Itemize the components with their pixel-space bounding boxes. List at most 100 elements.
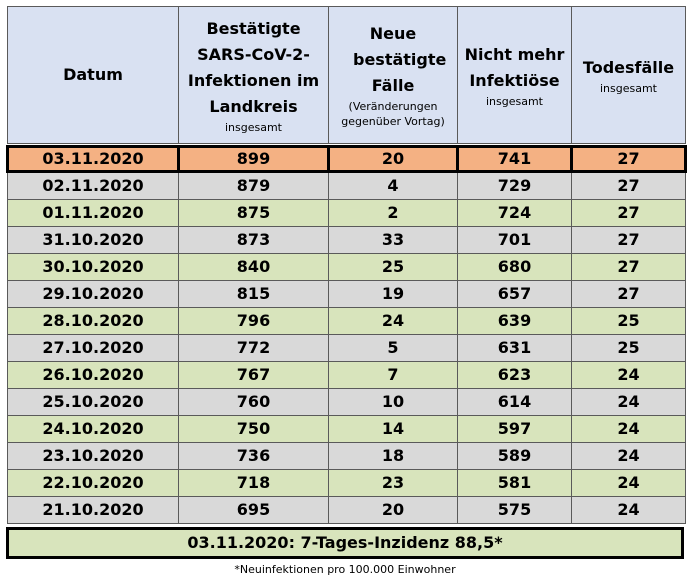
- cell-recovered: 631: [457, 334, 572, 362]
- cell-date: 28.10.2020: [7, 307, 179, 335]
- table-row: 29.10.2020 815 19 657 27: [7, 280, 686, 308]
- cell-new-cases: 24: [328, 307, 458, 335]
- cell-date: 27.10.2020: [7, 334, 179, 362]
- cell-new-cases: 23: [328, 469, 458, 497]
- cell-new-cases: 19: [328, 280, 458, 308]
- header-date: Datum: [7, 6, 179, 144]
- header-recovered-label: Nicht mehr Infektiöse: [464, 44, 565, 90]
- cell-date: 30.10.2020: [7, 253, 179, 281]
- cell-recovered: 581: [457, 469, 572, 497]
- cell-deaths: 27: [571, 253, 686, 281]
- cell-deaths: 24: [571, 469, 686, 497]
- cell-recovered: 724: [457, 199, 572, 227]
- header-row: Datum Bestätigte SARS-CoV-2-Infektionen …: [7, 6, 686, 144]
- table-row: 02.11.2020 879 4 729 27: [7, 171, 686, 200]
- cell-date: 25.10.2020: [7, 388, 179, 416]
- header-deaths: Todesfälle insgesamt: [571, 6, 686, 144]
- cell-deaths: 27: [571, 199, 686, 227]
- covid-table: Datum Bestätigte SARS-CoV-2-Infektionen …: [6, 6, 687, 524]
- cell-new-cases: 18: [328, 442, 458, 470]
- cell-date: 21.10.2020: [7, 496, 179, 524]
- cell-deaths: 27: [570, 145, 687, 173]
- covid-stats-sheet: Datum Bestätigte SARS-CoV-2-Infektionen …: [6, 6, 687, 578]
- cell-deaths: 27: [571, 280, 686, 308]
- cell-confirmed: 767: [178, 361, 329, 389]
- cell-date: 22.10.2020: [7, 469, 179, 497]
- header-confirmed-label: Bestätigte SARS-CoV-2-Infektionen im Lan…: [187, 18, 320, 116]
- cell-new-cases: 5: [328, 334, 458, 362]
- cell-recovered: 623: [457, 361, 572, 389]
- cell-date: 26.10.2020: [7, 361, 179, 389]
- cell-deaths: 25: [571, 307, 686, 335]
- cell-deaths: 25: [571, 334, 686, 362]
- cell-recovered: 729: [457, 171, 572, 200]
- cell-date: 03.11.2020: [6, 145, 180, 173]
- table-row: 01.11.2020 875 2 724 27: [7, 199, 686, 227]
- cell-new-cases: 10: [328, 388, 458, 416]
- cell-date: 01.11.2020: [7, 199, 179, 227]
- cell-deaths: 24: [571, 388, 686, 416]
- table-row: 30.10.2020 840 25 680 27: [7, 253, 686, 281]
- header-recovered: Nicht mehr Infektiöse insgesamt: [457, 6, 572, 144]
- cell-confirmed: 873: [178, 226, 329, 254]
- cell-confirmed: 899: [177, 145, 330, 173]
- cell-new-cases: 20: [327, 145, 459, 173]
- cell-recovered: 639: [457, 307, 572, 335]
- cell-new-cases: 25: [328, 253, 458, 281]
- cell-confirmed: 796: [178, 307, 329, 335]
- header-deaths-sub: insgesamt: [599, 81, 657, 95]
- table-row: 28.10.2020 796 24 639 25: [7, 307, 686, 335]
- cell-deaths: 24: [571, 361, 686, 389]
- table-row: 23.10.2020 736 18 589 24: [7, 442, 686, 470]
- table-body: 03.11.2020 899 20 741 27 02.11.2020 879 4 729 27 0…: [6, 143, 687, 524]
- header-new-cases-label: Neue bestätigte Fälle: [353, 24, 447, 95]
- table-row: 24.10.2020 750 14 597 24: [7, 415, 686, 443]
- cell-confirmed: 875: [178, 199, 329, 227]
- cell-recovered: 575: [457, 496, 572, 524]
- cell-recovered: 741: [456, 145, 573, 173]
- cell-new-cases: 20: [328, 496, 458, 524]
- header-confirmed-sub: insgesamt: [224, 120, 282, 134]
- table-row: 22.10.2020 718 23 581 24: [7, 469, 686, 497]
- cell-confirmed: 879: [178, 171, 329, 200]
- header-new-cases-sub: (Veränderungen gegenüber Vortag): [341, 100, 445, 128]
- header-deaths-label: Todesfälle: [582, 57, 675, 77]
- cell-confirmed: 750: [178, 415, 329, 443]
- incidence-footer: 03.11.2020: 7-Tages-Inzidenz 88,5*: [6, 527, 684, 559]
- cell-date: 23.10.2020: [7, 442, 179, 470]
- cell-confirmed: 815: [178, 280, 329, 308]
- cell-date: 02.11.2020: [7, 171, 179, 200]
- header-new-cases: Neue bestätigte Fälle (Veränderungen geg…: [328, 6, 458, 144]
- header-recovered-sub: insgesamt: [485, 94, 543, 108]
- table-row: 21.10.2020 695 20 575 24: [7, 496, 686, 524]
- cell-date: 29.10.2020: [7, 280, 179, 308]
- cell-confirmed: 736: [178, 442, 329, 470]
- cell-confirmed: 840: [178, 253, 329, 281]
- cell-confirmed: 772: [178, 334, 329, 362]
- table-row: 26.10.2020 767 7 623 24: [7, 361, 686, 389]
- table-row: 03.11.2020 899 20 741 27: [6, 145, 687, 173]
- cell-new-cases: 14: [328, 415, 458, 443]
- cell-new-cases: 33: [328, 226, 458, 254]
- cell-recovered: 701: [457, 226, 572, 254]
- cell-deaths: 27: [571, 171, 686, 200]
- cell-new-cases: 7: [328, 361, 458, 389]
- cell-confirmed: 718: [178, 469, 329, 497]
- cell-recovered: 597: [457, 415, 572, 443]
- cell-recovered: 680: [457, 253, 572, 281]
- cell-recovered: 657: [457, 280, 572, 308]
- cell-date: 24.10.2020: [7, 415, 179, 443]
- cell-deaths: 24: [571, 442, 686, 470]
- header-date-label: Datum: [63, 65, 123, 84]
- footnote: *Neuinfektionen pro 100.000 Einwohner: [234, 563, 456, 576]
- table-row: 27.10.2020 772 5 631 25: [7, 334, 686, 362]
- cell-date: 31.10.2020: [7, 226, 179, 254]
- cell-confirmed: 760: [178, 388, 329, 416]
- table-row: 31.10.2020 873 33 701 27: [7, 226, 686, 254]
- header-confirmed: Bestätigte SARS-CoV-2-Infektionen im Lan…: [178, 6, 329, 144]
- table-row: 25.10.2020 760 10 614 24: [7, 388, 686, 416]
- cell-confirmed: 695: [178, 496, 329, 524]
- cell-recovered: 589: [457, 442, 572, 470]
- cell-new-cases: 2: [328, 199, 458, 227]
- cell-deaths: 24: [571, 496, 686, 524]
